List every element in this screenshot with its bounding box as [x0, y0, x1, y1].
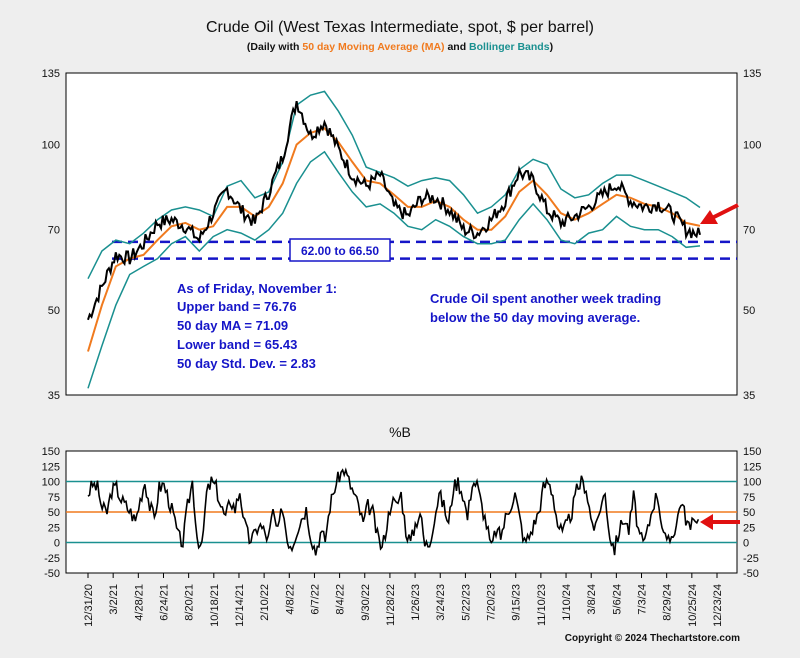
x-tick-label: 3/24/23 — [435, 584, 447, 621]
main-y-axis-right: 135 100 70 50 35 — [743, 68, 761, 402]
y-tick-label: 35 — [743, 390, 755, 402]
y-tick-label: 100 — [743, 477, 761, 489]
y-tick-label: -50 — [743, 568, 759, 580]
y-tick-label: 125 — [743, 461, 761, 473]
note-annotation: Crude Oil spent another week trading bel… — [430, 291, 661, 325]
x-tick-label: 2/10/22 — [259, 584, 271, 621]
x-tick-label: 11/10/23 — [536, 584, 548, 626]
x-tick-label: 11/28/22 — [385, 584, 397, 626]
y-tick-label: 50 — [48, 305, 60, 317]
x-tick-label: 6/7/22 — [309, 584, 321, 615]
note-line: Crude Oil spent another week trading — [430, 291, 661, 306]
main-series-group — [87, 90, 701, 389]
stats-line: Upper band = 76.76 — [177, 299, 297, 314]
stats-line: As of Friday, November 1: — [177, 281, 337, 296]
stats-line: 50 day Std. Dev. = 2.83 — [177, 356, 316, 371]
x-tick-label: 4/8/22 — [284, 584, 296, 615]
y-tick-label: 75 — [48, 492, 60, 504]
price-line — [87, 101, 701, 321]
x-axis: 12/31/20 3/2/21 4/28/21 6/24/21 8/20/21 10/18… — [83, 573, 724, 627]
x-tick-label: 12/23/24 — [712, 584, 724, 627]
ma-line — [87, 127, 701, 352]
y-tick-label: 100 — [42, 140, 60, 152]
x-tick-label: 3/8/24 — [586, 584, 598, 615]
y-tick-label: 50 — [743, 507, 755, 519]
y-tick-label: 125 — [42, 461, 60, 473]
x-tick-label: 12/14/21 — [234, 584, 246, 627]
percent-b-y-axis-left: 150 125 100 75 50 25 0 -25 -50 — [42, 446, 60, 580]
percent-b-title: %B — [389, 424, 411, 440]
y-tick-label: 100 — [42, 477, 60, 489]
stats-annotation: As of Friday, November 1: Upper band = 7… — [177, 281, 337, 371]
y-tick-label: 135 — [743, 68, 761, 80]
red-arrow-icon — [700, 514, 740, 530]
support-zone — [112, 240, 737, 260]
y-tick-label: 70 — [743, 225, 755, 237]
y-tick-label: 25 — [48, 522, 60, 534]
x-tick-label: 9/15/23 — [511, 584, 523, 621]
y-tick-label: -25 — [743, 553, 759, 565]
x-tick-label: 7/20/23 — [486, 584, 498, 621]
main-y-axis-left: 135 100 70 50 35 — [42, 68, 60, 402]
y-tick-label: 0 — [743, 538, 749, 550]
x-tick-label: 1/26/23 — [410, 584, 422, 621]
x-tick-label: 5/6/24 — [611, 584, 623, 615]
x-tick-label: 8/29/24 — [662, 584, 674, 621]
x-tick-label: 8/20/21 — [184, 584, 196, 621]
y-tick-label: 35 — [48, 390, 60, 402]
x-tick-label: 10/18/21 — [209, 584, 221, 627]
copyright: Copyright © 2024 Thechartstore.com — [565, 633, 740, 644]
percent-b-series-group — [87, 467, 700, 556]
x-tick-label: 8/4/22 — [335, 584, 347, 615]
support-zone-label: 62.00 to 66.50 — [301, 244, 379, 258]
y-tick-label: 75 — [743, 492, 755, 504]
y-tick-label: 100 — [743, 140, 761, 152]
upper-line — [87, 90, 701, 280]
y-tick-label: 150 — [42, 446, 60, 458]
lower-line — [87, 150, 701, 389]
stats-line: 50 day MA = 71.09 — [177, 318, 288, 333]
stats-box — [172, 277, 358, 377]
x-tick-label: 7/3/24 — [637, 584, 649, 615]
chart-title: Crude Oil (West Texas Intermediate, spot… — [206, 19, 594, 36]
x-tick-label: 4/28/21 — [133, 584, 145, 621]
red-arrow-icon — [700, 203, 739, 224]
y-tick-label: 135 — [42, 68, 60, 80]
y-tick-label: 50 — [48, 507, 60, 519]
x-tick-label: 9/30/22 — [360, 584, 372, 621]
x-tick-label: 5/22/23 — [460, 584, 472, 621]
y-tick-label: -25 — [44, 553, 60, 565]
percent-b-line — [87, 467, 700, 556]
y-tick-label: -50 — [44, 568, 60, 580]
x-tick-label: 12/31/20 — [83, 584, 95, 627]
percent-b-y-axis-right: 150 125 100 75 50 25 0 -25 -50 — [743, 446, 761, 580]
support-zone-label-box — [289, 238, 391, 262]
x-tick-label: 3/2/21 — [108, 584, 120, 615]
note-line: below the 50 day moving average. — [430, 310, 640, 325]
stats-line: Lower band = 65.43 — [177, 337, 297, 352]
x-tick-label: 6/24/21 — [158, 584, 170, 621]
main-plot-area — [65, 72, 738, 396]
percent-b-reference-lines — [66, 480, 737, 544]
y-tick-label: 0 — [54, 538, 60, 550]
y-tick-label: 70 — [48, 225, 60, 237]
y-tick-label: 25 — [743, 522, 755, 534]
chart-subtitle: (Daily with 50 day Moving Average (MA) a… — [247, 41, 553, 53]
y-tick-label: 150 — [743, 446, 761, 458]
y-tick-label: 50 — [743, 305, 755, 317]
x-tick-label: 10/25/24 — [687, 584, 699, 627]
x-tick-label: 1/10/24 — [561, 584, 573, 621]
note-box — [424, 288, 692, 328]
